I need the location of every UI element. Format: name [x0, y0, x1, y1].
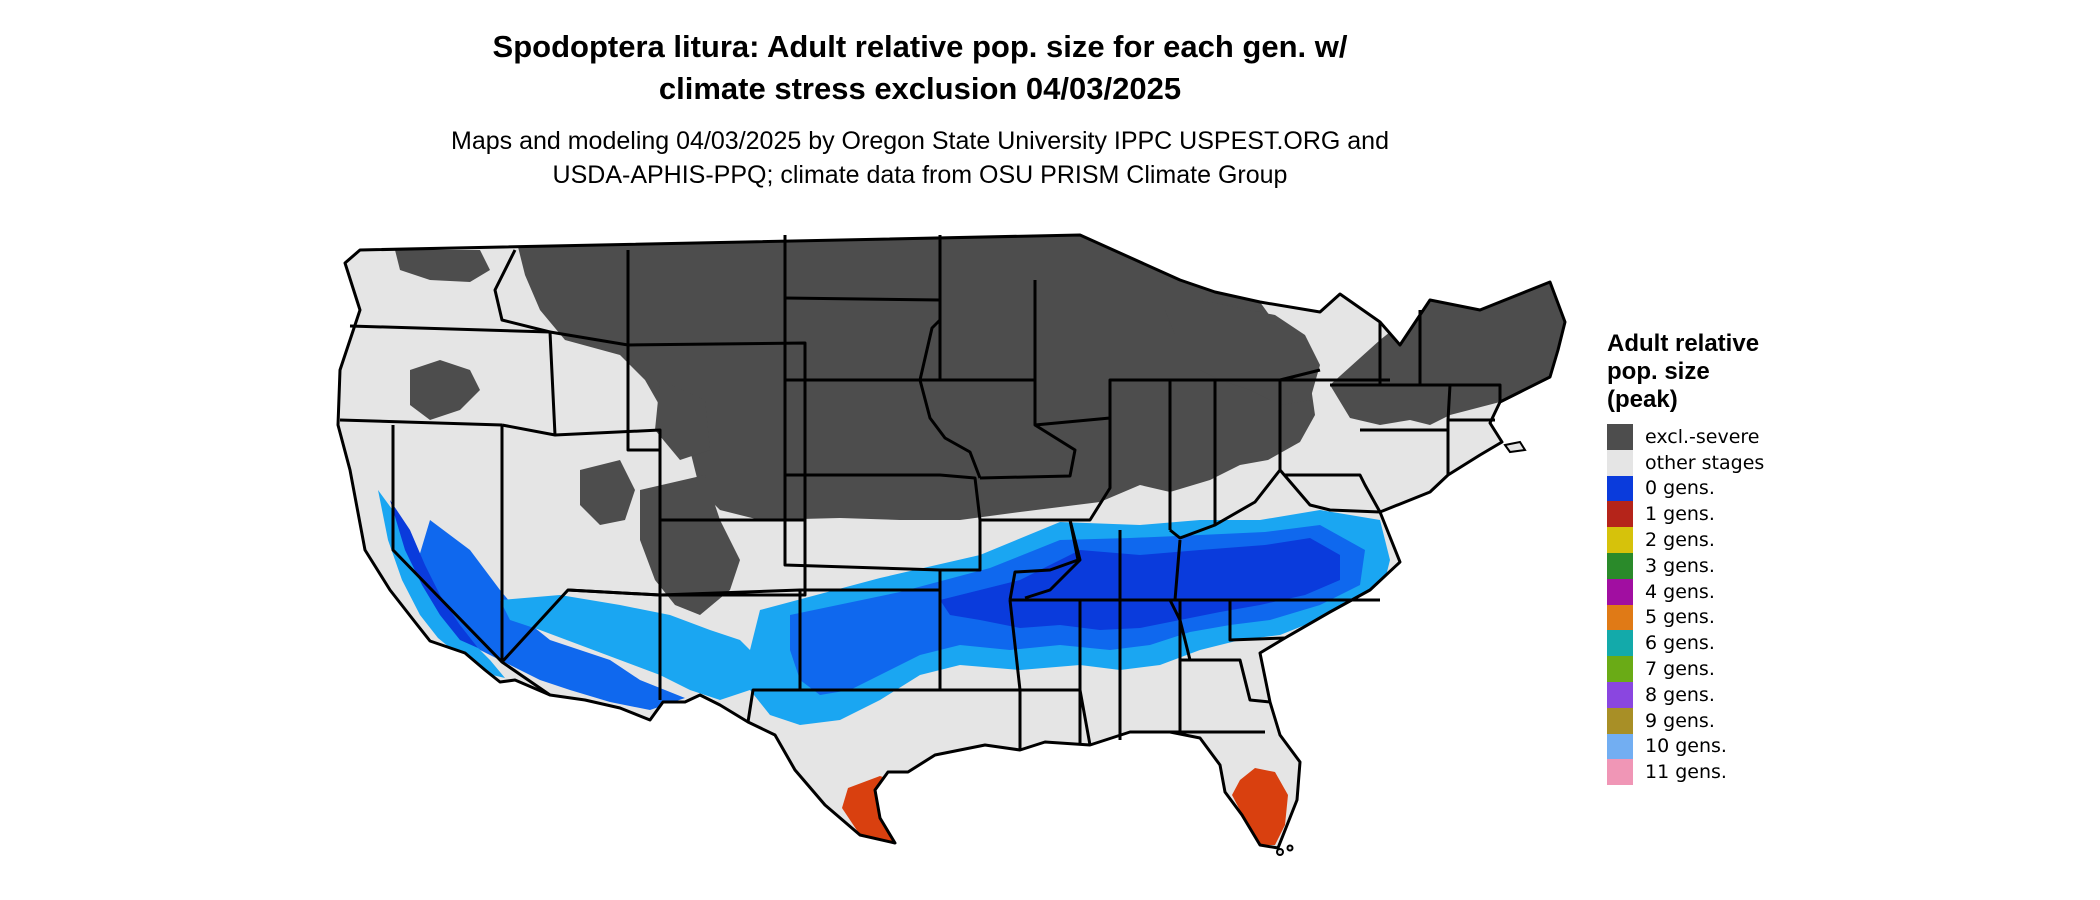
- legend-label: 6 gens.: [1645, 632, 1715, 655]
- subtitle-line-1: Maps and modeling 04/03/2025 by Oregon S…: [451, 127, 1389, 155]
- excluded-northern-plains: [515, 235, 1315, 520]
- legend-swatch: [1607, 604, 1633, 631]
- legend-label: excl.-severe: [1645, 425, 1760, 448]
- legend-label: other stages: [1645, 451, 1765, 474]
- excluded-rockies-south: [640, 475, 740, 615]
- legend-item: 6 gens.: [1607, 630, 1827, 657]
- legend-swatch: [1607, 630, 1633, 657]
- legend-label: 0 gens.: [1645, 477, 1715, 500]
- blue-west-southwest: [415, 520, 685, 710]
- legend-swatch: [1607, 527, 1633, 553]
- legend-title: Adult relative pop. size (peak): [1607, 330, 1827, 414]
- legend-items: excl.-severe other stages 0 gens. 1 gens. 2 …: [1607, 424, 1827, 786]
- blue-california-dark: [390, 500, 478, 648]
- blue-california-coast: [378, 490, 505, 678]
- chart-subtitle: Maps and modeling 04/03/2025 by Oregon S…: [0, 124, 1840, 192]
- legend-item: 5 gens.: [1607, 604, 1827, 631]
- legend-swatch: [1607, 759, 1633, 786]
- legend-swatch: [1607, 449, 1633, 476]
- legend-item: 0 gens.: [1607, 475, 1827, 502]
- legend-item: 11 gens.: [1607, 759, 1827, 786]
- legend-label: 1 gens.: [1645, 503, 1715, 526]
- excluded-idaho-patch: [410, 360, 480, 420]
- legend-title-line: (peak): [1607, 386, 1678, 413]
- legend-swatch: [1607, 578, 1633, 605]
- legend-item: 10 gens.: [1607, 733, 1827, 760]
- title-line-2: climate stress exclusion 04/03/2025: [658, 71, 1182, 106]
- legend-title-line: pop. size: [1607, 358, 1710, 385]
- legend-swatch: [1607, 501, 1633, 528]
- legend-item: 7 gens.: [1607, 656, 1827, 682]
- legend-item: 1 gens.: [1607, 501, 1827, 528]
- legend-title-line: Adult relative: [1607, 330, 1760, 357]
- legend-item: 8 gens.: [1607, 681, 1827, 708]
- blue-dark-band: [940, 538, 1340, 630]
- legend-label: 3 gens.: [1645, 554, 1715, 577]
- legend-swatch: [1607, 707, 1633, 734]
- state-borders: [336, 233, 1567, 850]
- legend-item: 2 gens.: [1607, 527, 1827, 553]
- title-line-1: Spodoptera litura: Adult relative pop. s…: [492, 29, 1348, 64]
- us-map: [336, 233, 1567, 856]
- blue-arizona-band: [500, 595, 760, 700]
- legend-item: 3 gens.: [1607, 552, 1827, 579]
- legend-swatch: [1607, 424, 1633, 450]
- legend-label: 5 gens.: [1645, 606, 1715, 629]
- excluded-nevada-patch: [580, 460, 635, 525]
- legend-item: excl.-severe: [1607, 424, 1827, 450]
- legend-swatch: [1607, 733, 1633, 760]
- legend-item: 9 gens.: [1607, 707, 1827, 734]
- excluded-washington-patch: [395, 250, 490, 282]
- legend-label: 7 gens.: [1645, 658, 1715, 681]
- legend-swatch: [1607, 681, 1633, 708]
- excluded-northeast: [1330, 282, 1565, 425]
- chart-title: Spodoptera litura: Adult relative pop. s…: [0, 26, 1840, 110]
- coastal-islands: [1276, 440, 1527, 856]
- legend-label: 9 gens.: [1645, 709, 1715, 732]
- legend-swatch: [1607, 552, 1633, 579]
- legend-label: 4 gens.: [1645, 580, 1715, 603]
- excluded-colorado-west: [655, 380, 710, 460]
- legend-label: 2 gens.: [1645, 529, 1715, 552]
- legend-label: 8 gens.: [1645, 683, 1715, 706]
- legend-item: 4 gens.: [1607, 578, 1827, 605]
- legend: Adult relative pop. size (peak) excl.-se…: [1607, 330, 1827, 786]
- legend-label: 11 gens.: [1645, 761, 1727, 784]
- legend-label: 10 gens.: [1645, 735, 1727, 758]
- legend-item: other stages: [1607, 449, 1827, 476]
- legend-swatch: [1607, 656, 1633, 682]
- subtitle-line-2: USDA-APHIS-PPQ; climate data from OSU PR…: [552, 161, 1288, 189]
- red-south-florida: [1232, 768, 1288, 845]
- legend-swatch: [1607, 475, 1633, 502]
